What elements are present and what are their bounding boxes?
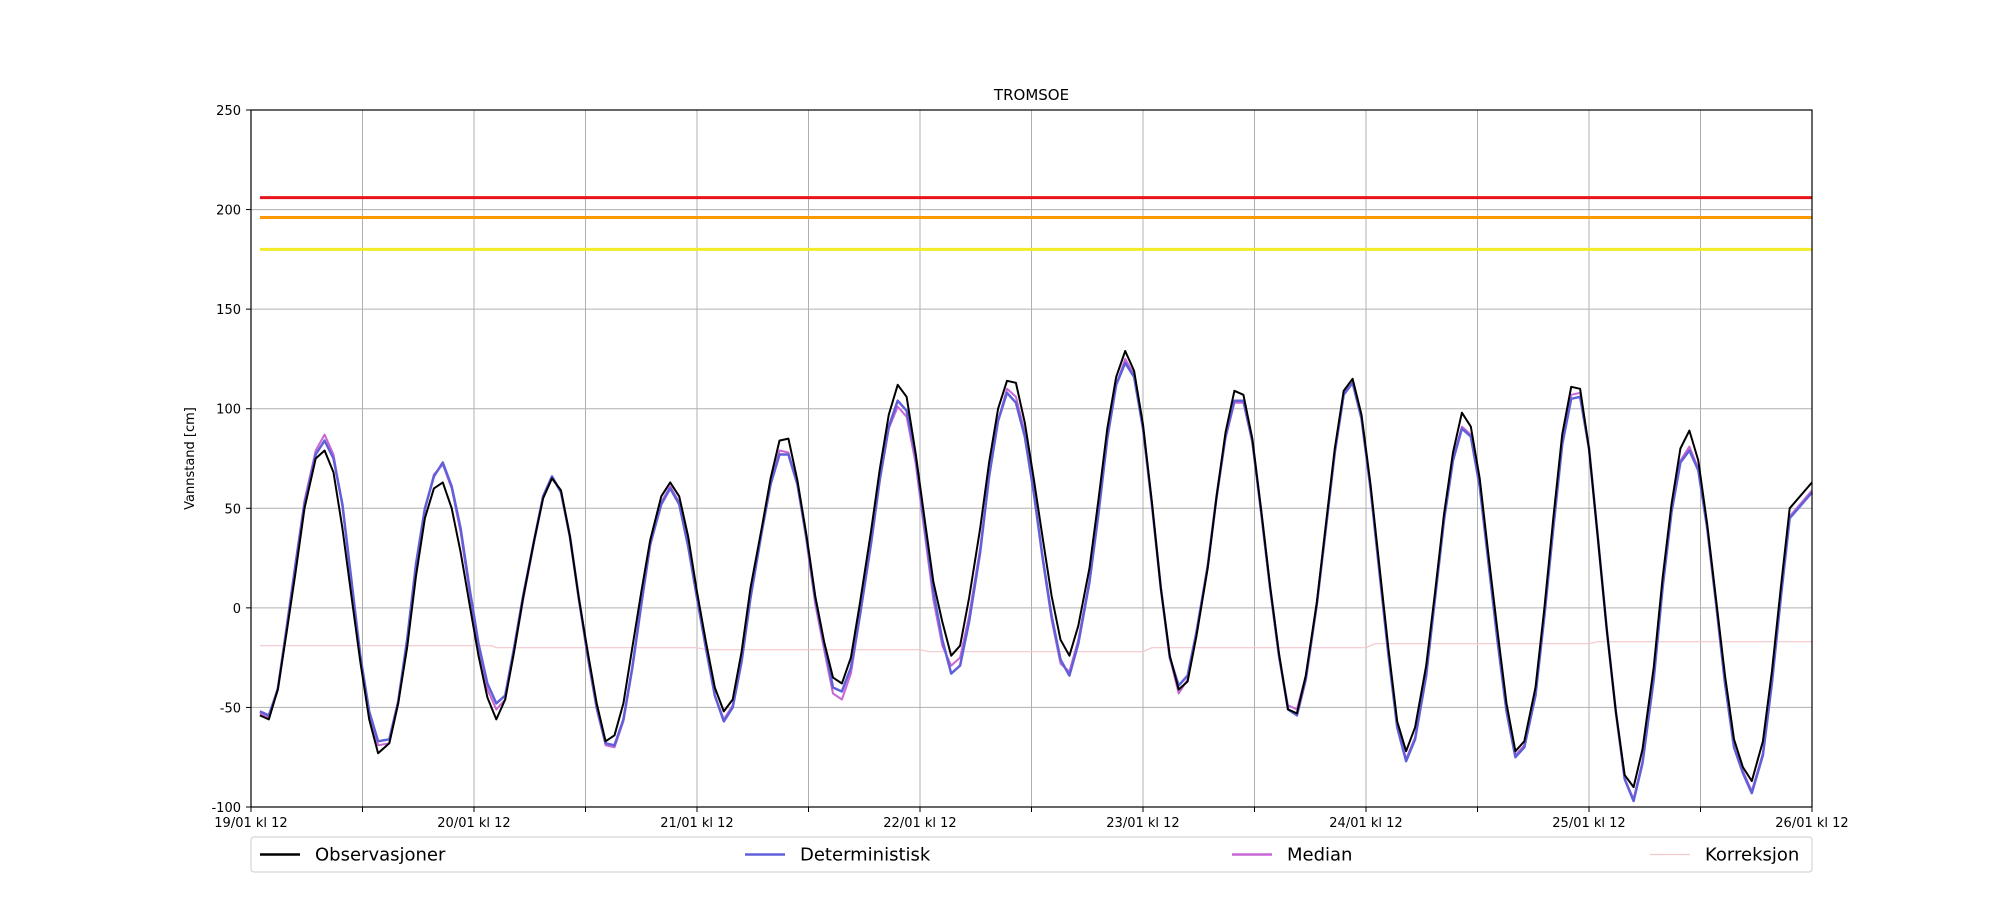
legend-label: Observasjoner	[315, 845, 446, 866]
axes: 19/01 kl 12 20/01 kl 12 21/01 kl 12 22/01 k…	[211, 104, 1848, 831]
x-tick-label: 22/01 kl 12	[883, 816, 956, 831]
chart-title: TROMSOE	[993, 86, 1069, 104]
legend-box	[250, 836, 1813, 873]
y-tick-label: 50	[224, 502, 241, 517]
y-tick-label: 0	[233, 602, 241, 617]
series-line-korreksjon	[259, 641, 1812, 653]
x-tick-label: 19/01 kl 12	[214, 816, 287, 831]
x-tick-label: 23/01 kl 12	[1106, 816, 1179, 831]
x-tick-label: 20/01 kl 12	[437, 816, 510, 831]
y-tick-label: 150	[216, 303, 241, 318]
threshold-lines	[259, 196, 1812, 251]
series-line-observasjoner	[259, 350, 1813, 789]
x-tick-label: 26/01 kl 12	[1775, 816, 1848, 831]
y-tick-label: 100	[216, 403, 241, 418]
legend: Observasjoner Deterministisk Median Korreks…	[250, 836, 1813, 873]
y-tick-label: 250	[216, 104, 241, 119]
y-tick-label: 200	[216, 204, 241, 219]
legend-label: Median	[1287, 845, 1352, 866]
y-axis-label: Vannstand [cm]	[183, 407, 198, 510]
series-line-median	[259, 357, 1813, 800]
x-tick-label: 24/01 kl 12	[1329, 816, 1402, 831]
x-tick-label: 21/01 kl 12	[660, 816, 733, 831]
series-lines	[259, 350, 1813, 803]
series-line-deterministisk	[259, 361, 1813, 803]
y-tick-label: -100	[211, 801, 241, 816]
y-tick-label: -50	[220, 701, 241, 716]
x-tick-label: 25/01 kl 12	[1552, 816, 1625, 831]
legend-label: Korreksjon	[1705, 845, 1799, 866]
legend-label: Deterministisk	[800, 845, 931, 866]
